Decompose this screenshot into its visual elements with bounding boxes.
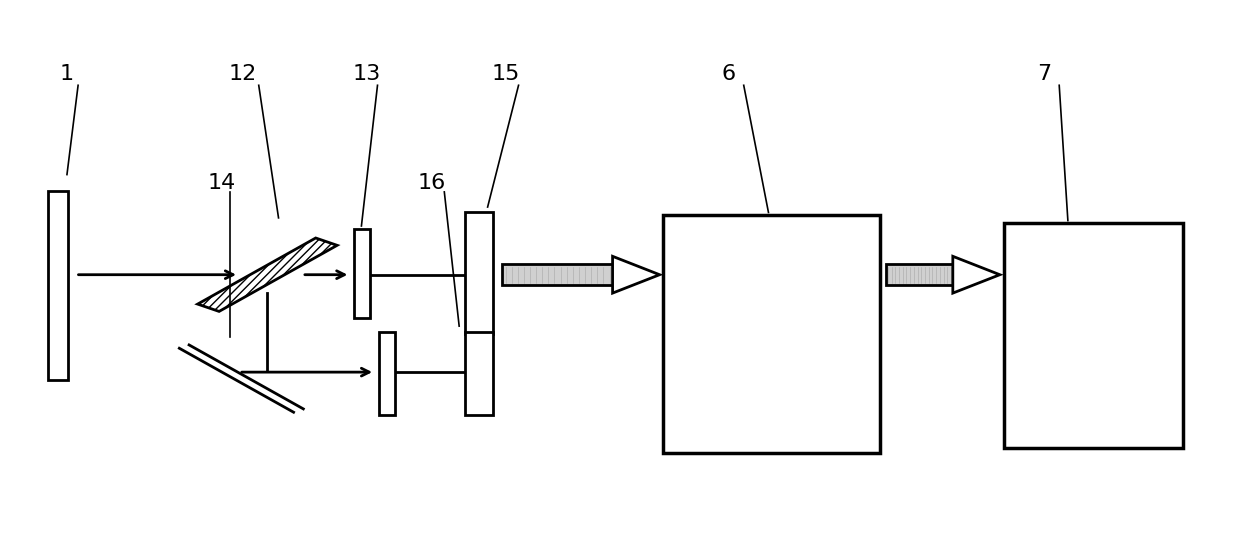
- Text: 15: 15: [492, 64, 521, 84]
- Text: 13: 13: [352, 64, 381, 84]
- Bar: [353, 228, 370, 318]
- Bar: [378, 331, 394, 416]
- Polygon shape: [613, 256, 660, 293]
- Bar: [48, 191, 68, 380]
- Bar: [465, 331, 492, 416]
- Bar: [887, 264, 952, 285]
- Text: 14: 14: [207, 172, 236, 193]
- Bar: [1003, 223, 1183, 448]
- Text: 6: 6: [722, 64, 735, 84]
- Bar: [465, 213, 492, 334]
- Bar: [663, 215, 880, 453]
- Polygon shape: [197, 238, 337, 311]
- Text: 7: 7: [1038, 64, 1052, 84]
- Polygon shape: [952, 256, 999, 293]
- Text: 12: 12: [228, 64, 257, 84]
- Text: 16: 16: [418, 172, 446, 193]
- Text: 1: 1: [60, 64, 74, 84]
- Bar: [502, 264, 613, 285]
